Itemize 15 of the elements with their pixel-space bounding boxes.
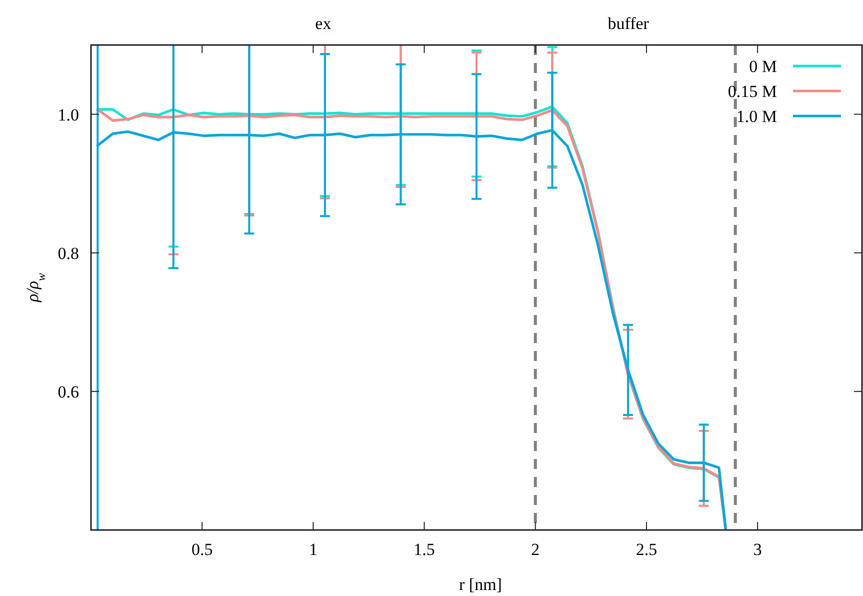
legend-label: 0.15 M (728, 82, 777, 101)
x-tick-label: 0.5 (191, 540, 213, 559)
legend-label: 1.0 M (736, 107, 777, 126)
y-tick-label: 1.0 (58, 105, 79, 124)
y-tick-label: 0.8 (58, 244, 79, 263)
text: buffer (608, 14, 650, 33)
x-tick-label: 1.5 (414, 540, 435, 559)
x-tick-label: 2 (531, 540, 540, 559)
x-tick-label: 1 (308, 540, 318, 559)
x-axis-title: r [nm] (459, 575, 502, 594)
y-tick-label: 0.6 (58, 382, 79, 402)
x-tick-label: 3 (753, 540, 762, 559)
text: ex (315, 14, 332, 33)
x-tick-label: 2.5 (636, 540, 658, 559)
legend-label: 0 M (749, 57, 777, 76)
